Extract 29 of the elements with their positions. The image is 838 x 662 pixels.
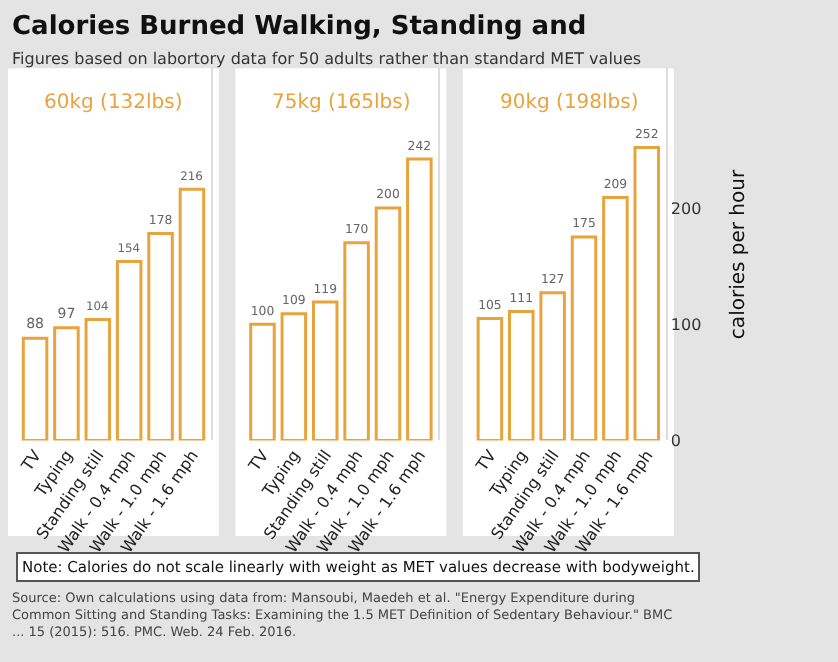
text: Calories Burned Walking, Standing and [12,12,587,42]
bar [602,195,629,441]
bar [53,326,80,441]
bar [508,309,535,441]
bar [84,318,112,441]
bar [633,145,661,441]
bar [147,232,174,441]
bar [539,291,566,441]
bar [343,241,370,441]
bar [21,336,49,441]
bar [374,206,402,441]
bar [311,300,339,441]
x-tick-label: TV [471,446,501,476]
text: 90kg (198lbs) [500,92,639,114]
x-tick-label: TV [17,446,46,476]
bar [570,235,598,441]
bar [476,316,504,441]
bar [406,157,433,441]
y-tick-label: 0 [670,432,681,451]
text: 60kg (132lbs) [44,92,183,114]
text: Figures based on labortory data for 50 adults rather than standard MET values [12,50,642,68]
bar [115,259,143,441]
y-axis-title: calories per hour [728,168,751,340]
bar [178,187,206,441]
y-tick-label: 100 [670,315,702,334]
y-tick-label: 200 [670,199,702,218]
text: 75kg (165lbs) [272,92,411,114]
bar [249,322,276,441]
bar [280,312,308,441]
